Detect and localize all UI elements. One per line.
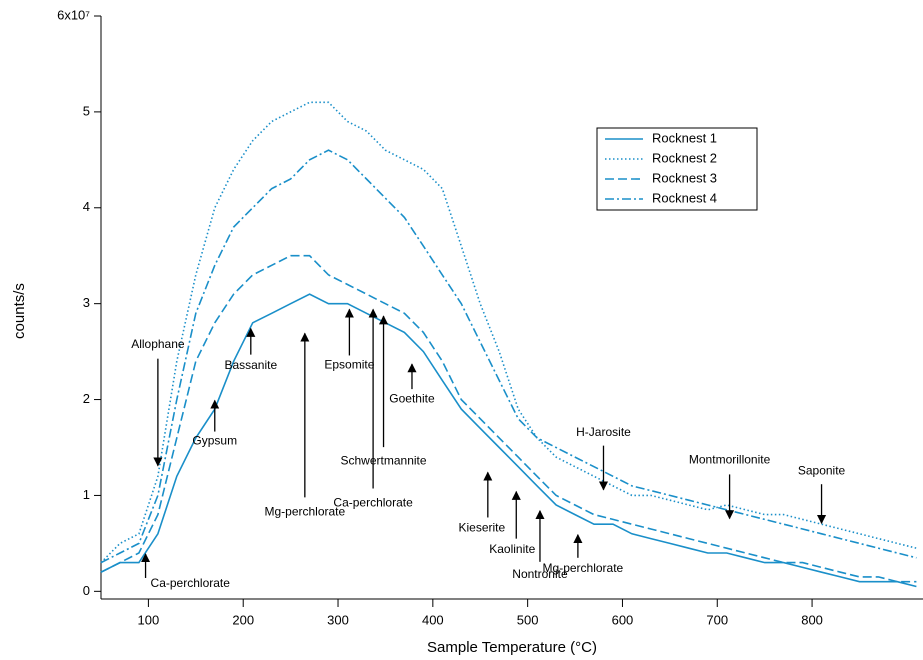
series-line bbox=[100, 101, 917, 564]
series-line bbox=[100, 149, 917, 564]
annotation-label: Kaolinite bbox=[489, 542, 535, 556]
y-tick-label: 2 bbox=[83, 391, 90, 406]
legend-label: Rocknest 3 bbox=[652, 170, 717, 185]
annotation-label: Goethite bbox=[389, 391, 435, 405]
legend-label: Rocknest 2 bbox=[652, 150, 717, 165]
annotation-label: Mg-perchlorate bbox=[264, 505, 345, 519]
x-tick-label: 300 bbox=[327, 612, 349, 627]
annotation-label: Ca-perchlorate bbox=[333, 496, 413, 510]
x-tick-label: 700 bbox=[706, 612, 728, 627]
legend-label: Rocknest 4 bbox=[652, 190, 717, 205]
annotation-label: H-Jarosite bbox=[576, 425, 631, 439]
annotation-label: Kieserite bbox=[458, 521, 505, 535]
y-tick-label: 6x10⁷ bbox=[57, 7, 90, 22]
annotation-label: Nontronite bbox=[512, 567, 568, 581]
x-axis-title: Sample Temperature (°C) bbox=[427, 639, 597, 656]
legend-label: Rocknest 1 bbox=[652, 130, 717, 145]
x-tick-label: 400 bbox=[422, 612, 444, 627]
annotation-label: Ca-perchlorate bbox=[151, 576, 231, 590]
y-tick-label: 4 bbox=[83, 199, 90, 214]
y-axis-title: counts/s bbox=[11, 283, 28, 339]
series-line bbox=[100, 254, 917, 583]
annotation-label: Bassanite bbox=[224, 358, 277, 372]
annotation-label: Allophane bbox=[131, 337, 185, 351]
annotation-label: Saponite bbox=[798, 463, 846, 477]
x-tick-label: 200 bbox=[232, 612, 254, 627]
annotation-label: Schwertmannite bbox=[341, 453, 427, 467]
annotation-label: Gypsum bbox=[192, 434, 237, 448]
annotation-label: Montmorillonite bbox=[689, 453, 771, 467]
x-tick-label: 500 bbox=[517, 612, 539, 627]
legend-box bbox=[596, 127, 758, 211]
annotation-label: Mg-perchlorate bbox=[543, 561, 624, 575]
y-tick-label: 1 bbox=[83, 487, 90, 502]
x-tick-label: 800 bbox=[801, 612, 823, 627]
y-tick-label: 5 bbox=[83, 103, 90, 118]
annotation-label: Epsomite bbox=[324, 358, 374, 372]
x-tick-label: 600 bbox=[612, 612, 634, 627]
y-tick-label: 0 bbox=[83, 583, 90, 598]
y-tick-label: 3 bbox=[83, 295, 90, 310]
x-tick-label: 100 bbox=[138, 612, 160, 627]
